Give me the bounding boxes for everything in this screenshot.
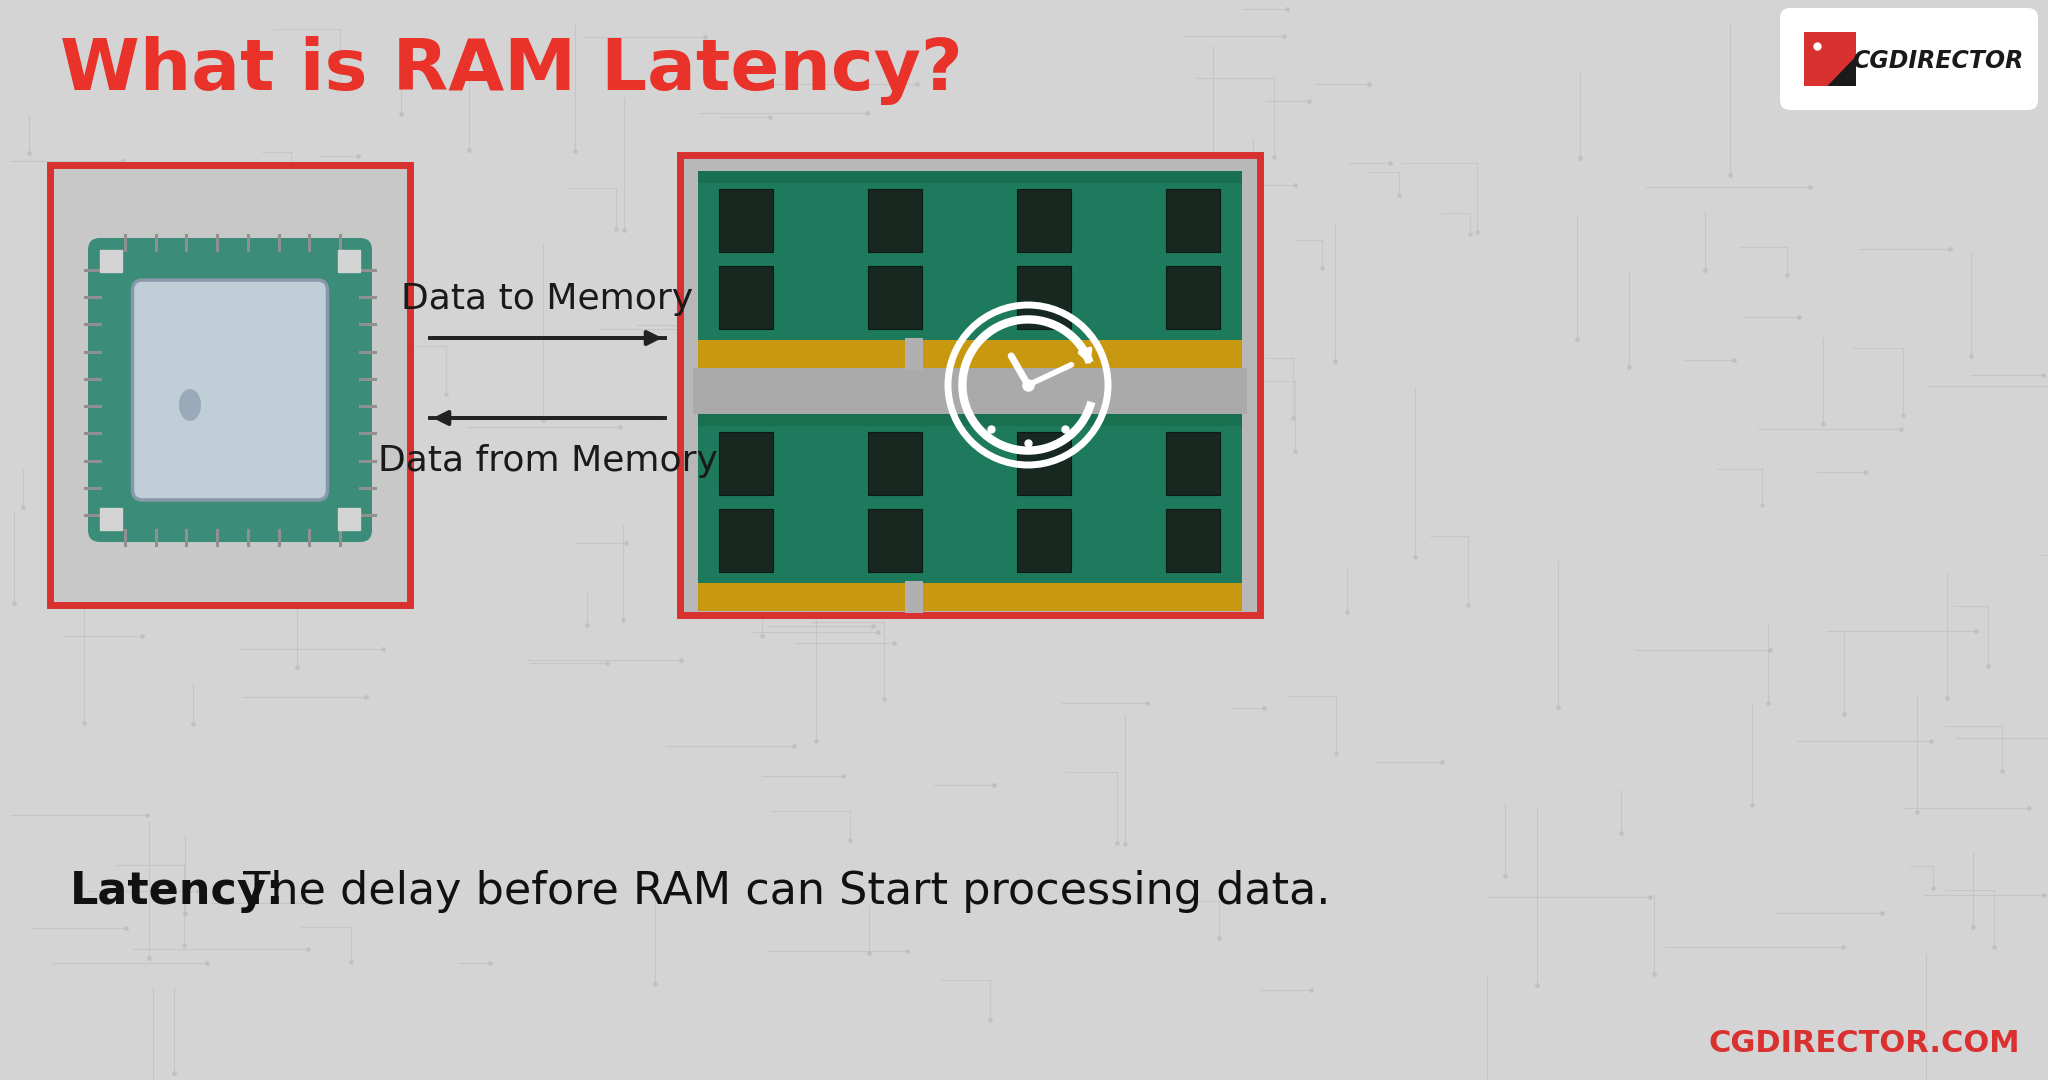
Bar [1165,189,1221,252]
Bar [1018,189,1071,252]
Bar [1804,32,1855,86]
Bar [905,581,924,613]
Bar [100,508,123,530]
Polygon shape [1827,56,1855,86]
Bar [1165,266,1221,329]
Text: Data from Memory: Data from Memory [377,444,717,478]
Bar [1018,432,1071,495]
Bar [868,432,922,495]
Text: What is RAM Latency?: What is RAM Latency? [59,36,963,105]
Bar [719,189,772,252]
Bar [719,509,772,572]
Bar [698,583,1241,611]
Bar [338,508,360,530]
Bar [338,249,360,272]
Text: Data to Memory: Data to Memory [401,282,694,316]
Bar [719,266,772,329]
Bar [905,338,924,370]
Text: The delay before RAM can Start processing data.: The delay before RAM can Start processin… [229,870,1329,913]
Bar [698,414,1241,426]
Bar [1018,509,1071,572]
Ellipse shape [178,389,201,421]
Text: Latency:: Latency: [70,870,285,913]
Bar [1018,266,1071,329]
Bar [719,432,772,495]
FancyBboxPatch shape [133,280,328,500]
Bar [1165,432,1221,495]
Text: CGDIRECTOR: CGDIRECTOR [1851,49,2023,73]
Bar [698,171,1241,368]
Bar [692,368,1247,414]
Bar [698,171,1241,183]
Text: CGDIRECTOR.COM: CGDIRECTOR.COM [1708,1029,2019,1058]
Bar [868,509,922,572]
Bar [868,266,922,329]
Bar [1165,509,1221,572]
Bar [680,156,1260,615]
FancyBboxPatch shape [88,238,373,542]
Bar [698,414,1241,611]
Bar [868,189,922,252]
FancyBboxPatch shape [1780,8,2038,110]
Bar [698,340,1241,368]
Bar [100,249,123,272]
Bar [49,165,410,605]
